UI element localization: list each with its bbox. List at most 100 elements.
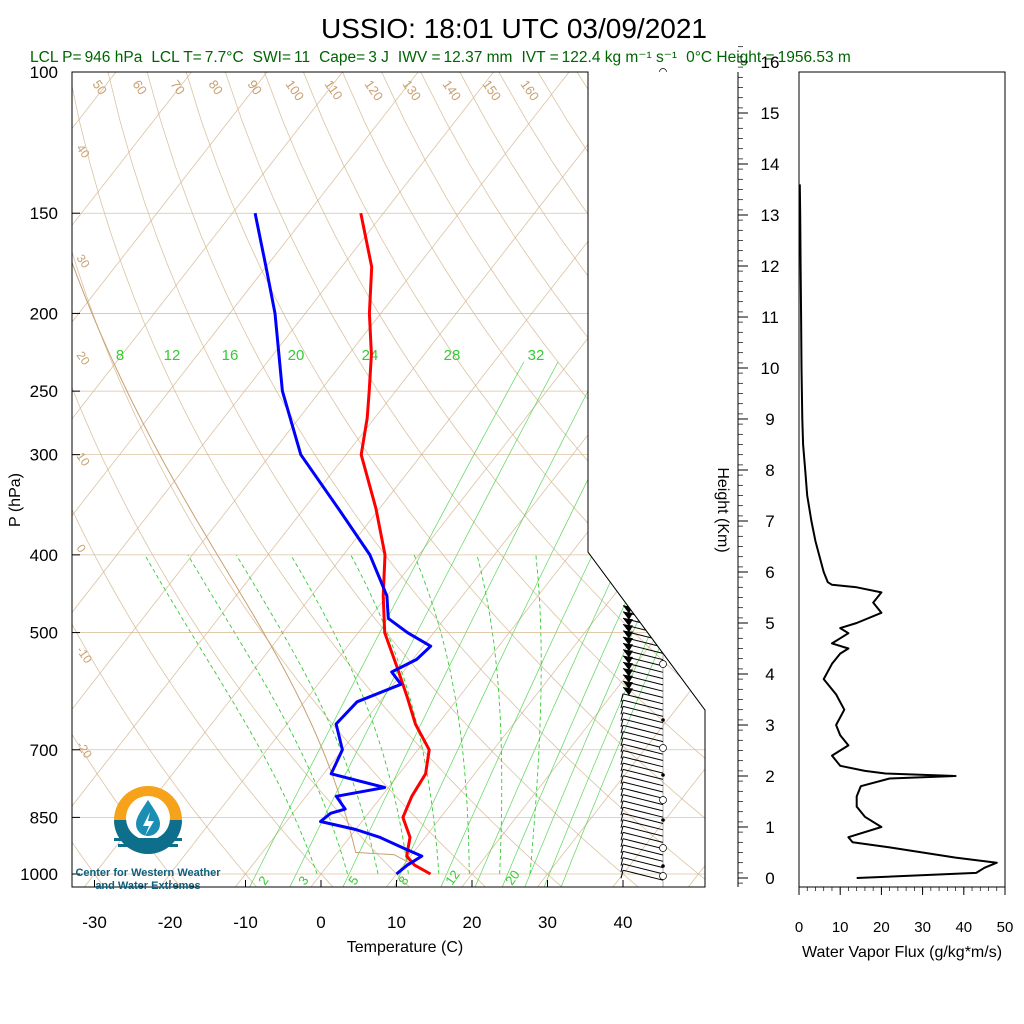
wind-barb-feather xyxy=(620,813,624,822)
wind-barb-flag xyxy=(623,687,633,696)
wind-barb-feather xyxy=(620,794,624,803)
height-tick-label: 13 xyxy=(761,206,780,225)
dry-adiabat-line xyxy=(733,72,1024,894)
skewt-background: 50 60 70 80 90 100 110 120 130 140 150 160403020100… xyxy=(72,72,1024,894)
wind-barb-feather xyxy=(620,706,624,715)
dry-adiabat-line xyxy=(303,72,705,642)
wind-barb-feather xyxy=(620,718,624,728)
isotherm-line xyxy=(385,477,705,887)
flux-tick-label: 20 xyxy=(873,919,890,936)
stat-value: 12.37 mm xyxy=(444,49,513,66)
logo-bolt-icon xyxy=(143,812,154,836)
wind-barb-feather xyxy=(620,744,624,753)
dry-adiabat-label: 160 xyxy=(518,77,543,103)
dry-adiabat-label: 150 xyxy=(480,77,505,103)
skewt-frame xyxy=(71,71,706,888)
wind-barb-feather xyxy=(620,781,624,791)
wind-barb-feather xyxy=(620,756,624,765)
wind-barb-flag xyxy=(623,643,633,652)
height-tick-label: 3 xyxy=(765,716,774,735)
wind-barb xyxy=(622,756,664,768)
dry-adiabat-line xyxy=(146,72,705,880)
dry-adiabat-label: 70 xyxy=(168,77,189,97)
pressure-tick-label: 700 xyxy=(30,741,58,760)
wind-barb xyxy=(622,863,664,875)
wind-barb xyxy=(622,768,664,780)
wind-barb-flag xyxy=(623,674,633,683)
dry-adiabat-label: 50 xyxy=(90,77,111,97)
moist-adiabat-line xyxy=(413,554,470,875)
dry-adiabat-label: 40 xyxy=(74,142,93,161)
dry-adiabat-label: 100 xyxy=(283,77,308,103)
flux-axis-title: Water Vapor Flux (g/kg*m/s) xyxy=(802,944,1002,961)
wind-barb xyxy=(622,850,664,862)
dry-adiabat-line xyxy=(224,72,705,759)
wind-barb xyxy=(622,737,664,749)
pressure-tick-label: 250 xyxy=(30,382,58,401)
wind-barb xyxy=(622,750,664,761)
dry-adiabat-line xyxy=(72,508,334,887)
pressure-tick-label: 150 xyxy=(30,204,58,223)
stat-value: 11 xyxy=(294,49,310,66)
wind-barb-flag xyxy=(623,662,633,671)
height-tick-label: 2 xyxy=(765,767,774,786)
height-tick-label: 15 xyxy=(761,104,780,123)
barb-dot xyxy=(661,818,665,822)
barb-dot xyxy=(661,773,665,777)
temperature-tick-label: 40 xyxy=(614,913,633,932)
barb-dot xyxy=(661,864,665,868)
height-tick-label: 0 xyxy=(765,869,774,888)
wind-barb-feather xyxy=(620,693,624,702)
dry-adiabat-label: 30 xyxy=(74,252,93,271)
dry-adiabat-line xyxy=(342,72,705,585)
chart-title: USSIO: 18:01 UTC 03/09/2021 xyxy=(321,13,707,44)
wind-barb-feather xyxy=(620,788,624,797)
wind-barb xyxy=(622,831,664,843)
wind-barb xyxy=(622,743,664,755)
dry-adiabat-label: 0 xyxy=(74,542,89,556)
stat-value: 946 hPa xyxy=(85,49,143,66)
mixing-ratio-label: 2 xyxy=(255,873,271,888)
dry-adiabat-line xyxy=(72,623,258,887)
barb-circle xyxy=(659,844,667,852)
wind-barb xyxy=(622,838,664,850)
wind-barb-flag xyxy=(623,656,633,664)
dry-adiabat-label: -10 xyxy=(74,644,96,667)
mixing-ratio-label: 28 xyxy=(444,347,461,364)
barb-circle xyxy=(659,744,667,752)
height-tick-label: 10 xyxy=(761,359,780,378)
dry-adiabat-line xyxy=(72,386,410,887)
logo-text-line1: Center for Western Weather xyxy=(75,867,221,879)
flux-frame xyxy=(798,71,1006,888)
height-axis-title: Height (Km) xyxy=(714,467,731,552)
temperature-tick-label: 30 xyxy=(538,913,557,932)
wind-barb xyxy=(622,794,664,806)
wind-barb xyxy=(622,762,664,774)
wind-barb xyxy=(622,844,664,856)
wind-barb xyxy=(622,731,664,743)
wind-barb xyxy=(622,724,664,736)
logo-text-line2: and Water Extremes xyxy=(95,880,200,892)
mixing-ratio-line xyxy=(249,361,525,887)
wind-barb-feather xyxy=(620,838,624,847)
isotherm-line xyxy=(536,671,705,887)
pressure-tick-label: 300 xyxy=(30,446,58,465)
cw3e-logo: Center for Western Weather and Water Ext… xyxy=(75,786,221,892)
wind-barb xyxy=(622,787,664,799)
wind-barb xyxy=(622,693,664,705)
height-tick-label: 9 xyxy=(765,410,774,429)
dry-adiabat-line xyxy=(72,733,181,887)
wind-barb-feather xyxy=(620,712,624,721)
flux-tick-label: 10 xyxy=(832,919,849,936)
wind-barb-feather xyxy=(620,819,624,828)
barb-circle xyxy=(659,660,667,668)
wind-barb-feather xyxy=(620,857,624,866)
stat-value: 3 J xyxy=(368,49,389,66)
mixing-ratio-line xyxy=(560,541,705,887)
wind-barb xyxy=(622,819,664,831)
stat-label: 0°C Height = xyxy=(686,49,774,66)
wind-barb xyxy=(622,775,664,787)
dry-adiabat-line xyxy=(72,250,487,887)
flux-frame-rect xyxy=(798,71,1006,888)
